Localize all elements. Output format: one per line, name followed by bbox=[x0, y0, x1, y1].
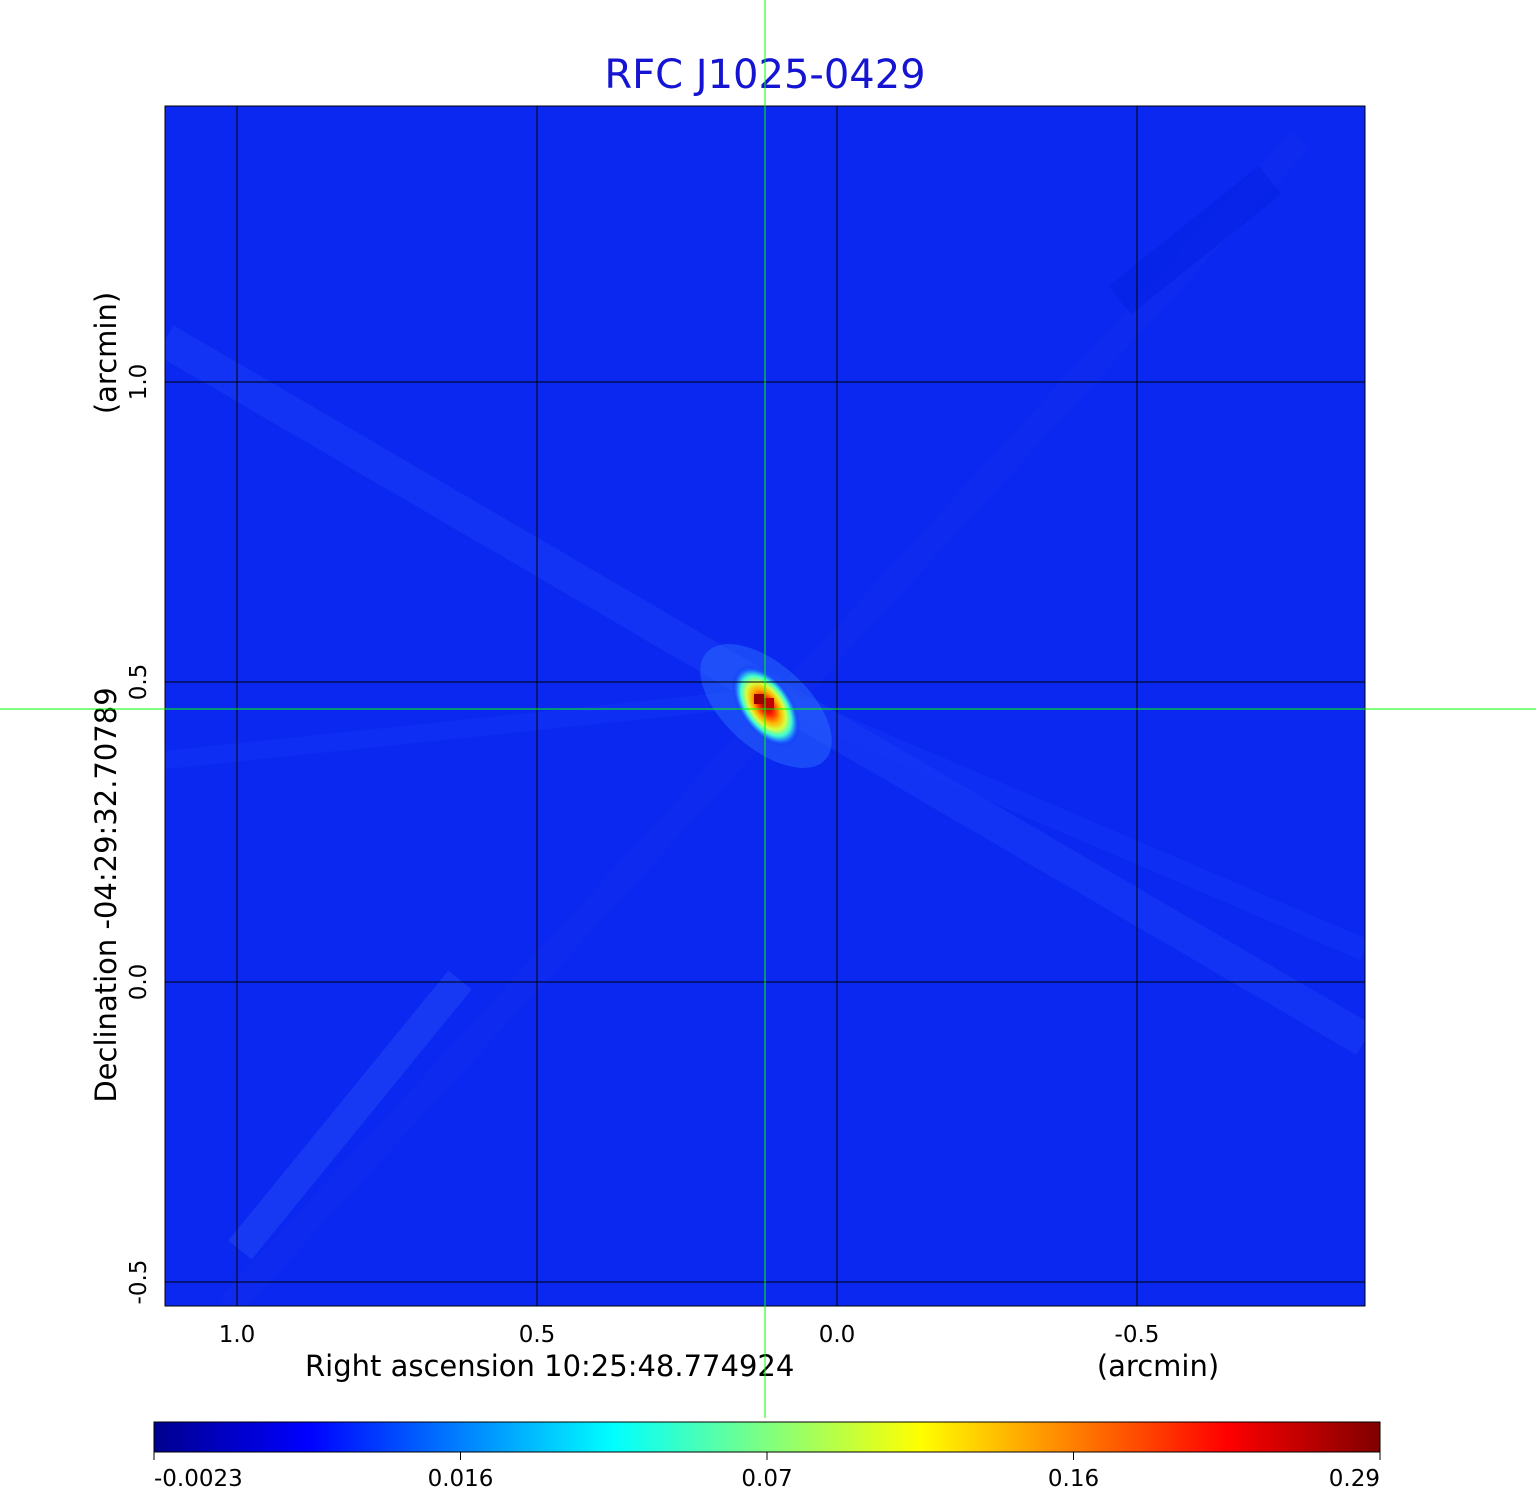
colorbar: -0.0023 0.016 0.07 0.16 0.29 bbox=[153, 1421, 1381, 1492]
colorbar-tick-label: -0.0023 bbox=[154, 1466, 243, 1492]
x-tick-label: 1.0 bbox=[219, 1322, 256, 1348]
x-axis-unit: (arcmin) bbox=[1097, 1349, 1219, 1383]
x-tick-label: 0.0 bbox=[819, 1322, 856, 1348]
y-tick-label: -0.5 bbox=[126, 1260, 152, 1305]
x-tick-label: -0.5 bbox=[1115, 1322, 1160, 1348]
colorbar-ticks: -0.0023 0.016 0.07 0.16 0.29 bbox=[153, 1452, 1381, 1492]
y-axis-label: Declination -04:29:32.70789 bbox=[89, 687, 123, 1102]
colorbar-tick-label: 0.29 bbox=[1329, 1466, 1380, 1492]
crosshair bbox=[0, 0, 1536, 1418]
x-tick-label: 0.5 bbox=[519, 1322, 556, 1348]
y-tick-label: 0.0 bbox=[126, 964, 152, 1001]
colorbar-tick-label: 0.07 bbox=[741, 1466, 792, 1492]
y-tick-label: 0.5 bbox=[126, 664, 152, 701]
y-tick-label: 1.0 bbox=[126, 364, 152, 401]
x-axis-label: Right ascension 10:25:48.774924 bbox=[305, 1349, 794, 1383]
colorbar-tick-label: 0.16 bbox=[1048, 1466, 1099, 1492]
colorbar-tick-label: 0.016 bbox=[428, 1466, 494, 1492]
source-peak bbox=[700, 644, 832, 768]
y-axis-unit: (arcmin) bbox=[89, 292, 123, 414]
y-axis-ticks: -0.5 0.0 0.5 1.0 bbox=[126, 364, 152, 1305]
x-axis-ticks: 1.0 0.5 0.0 -0.5 bbox=[219, 1322, 1160, 1348]
colorbar-gradient bbox=[153, 1421, 1381, 1453]
